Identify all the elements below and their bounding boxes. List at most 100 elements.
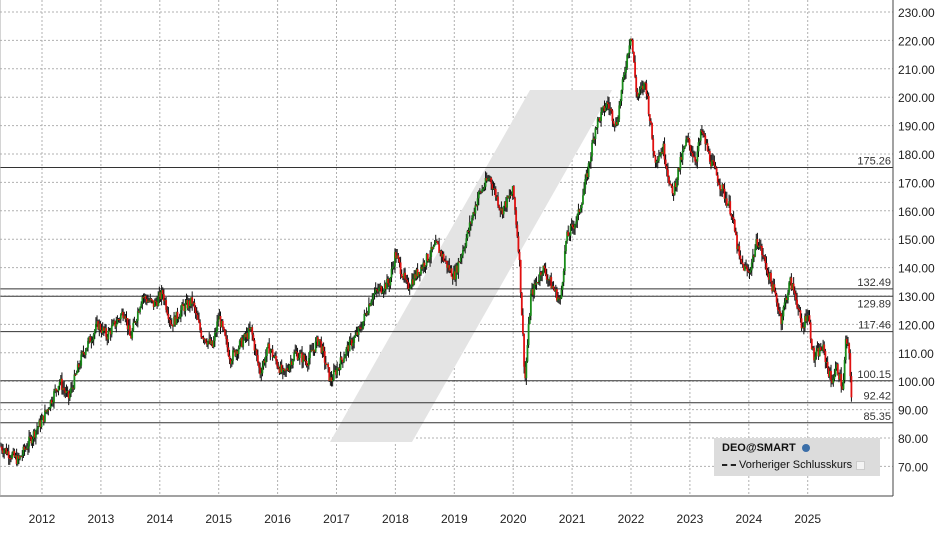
candle-body [387, 278, 390, 284]
candle-body [477, 191, 480, 199]
candle-body [744, 265, 746, 271]
candle-body [518, 251, 521, 260]
candle-body [303, 354, 306, 360]
candle-body [198, 319, 200, 323]
candle-body [107, 330, 110, 340]
candle-body [343, 358, 345, 363]
candle-body [437, 241, 439, 245]
candle-body [550, 276, 553, 289]
candle-body [767, 273, 770, 280]
candle-body [81, 351, 84, 355]
candle-body [682, 147, 685, 151]
candle-body [138, 311, 140, 313]
candle-body [771, 281, 774, 292]
candle-body [219, 316, 222, 328]
candle-body [175, 311, 178, 325]
candle-body [559, 298, 562, 300]
candle-body [101, 327, 104, 333]
candle-body [659, 155, 661, 157]
checkbox-icon[interactable] [856, 460, 866, 470]
candle-body [22, 446, 25, 455]
candle-body [507, 196, 510, 198]
candle-body [208, 338, 211, 342]
candle-body [663, 143, 666, 160]
candle-body [294, 351, 297, 354]
candle-body [685, 139, 687, 146]
candle-body [713, 161, 716, 166]
candle-body [606, 102, 609, 105]
candle-body [48, 408, 51, 410]
candle-body [164, 300, 166, 302]
candle-body [729, 201, 732, 215]
candle-body [817, 348, 820, 357]
candle-body [734, 231, 737, 235]
candle-body [328, 367, 331, 381]
candle-body [92, 334, 95, 341]
candle-body [784, 297, 787, 303]
candle-body [284, 369, 286, 371]
candle-body [737, 246, 740, 250]
candle-body [293, 353, 296, 361]
candle-body [4, 448, 7, 451]
candle-body [411, 279, 413, 287]
candle-body [147, 300, 149, 303]
candle-body [478, 191, 481, 193]
candle-body [464, 246, 467, 249]
candle-body [0, 446, 2, 448]
candle-body [224, 329, 226, 336]
candle-body [71, 387, 74, 389]
candle-body [40, 419, 43, 428]
candle-body [338, 367, 341, 370]
candle-body [233, 350, 236, 352]
candle-body [457, 261, 460, 273]
x-tick-label: 2025 [794, 512, 821, 526]
candle-body [796, 299, 798, 308]
candle-body [783, 302, 786, 308]
candle-body [608, 104, 610, 109]
candle-body [42, 415, 45, 422]
y-tick-label: 90.00 [898, 404, 928, 418]
candle-body [535, 282, 538, 285]
candle-body [563, 251, 566, 271]
candle-body [240, 338, 242, 341]
candle-body [430, 247, 433, 257]
candle-body [412, 279, 414, 285]
candle-body [549, 276, 552, 281]
candle-body [152, 300, 155, 307]
candle-body [831, 380, 834, 384]
y-tick-label: 210.00 [898, 63, 935, 77]
candle-body [243, 334, 246, 340]
candle-body [295, 351, 298, 353]
candle-body [406, 280, 409, 283]
candle-body [287, 369, 290, 371]
candle-body [636, 91, 639, 97]
candle-body [471, 218, 473, 224]
candle-body [571, 224, 574, 228]
candle-body [724, 198, 727, 200]
candle-body [473, 212, 476, 214]
candle-body [524, 366, 527, 379]
candle-body [156, 301, 158, 306]
candle-body [493, 188, 496, 190]
candle-body [199, 322, 202, 331]
candle-body [85, 347, 88, 351]
candle-body [88, 336, 91, 341]
candle-body [515, 210, 518, 225]
candle-body [476, 198, 479, 206]
candle-body [843, 359, 846, 380]
candle-body [415, 269, 418, 279]
candle-body [168, 318, 171, 321]
y-tick-label: 120.00 [898, 318, 935, 332]
globe-icon[interactable] [801, 444, 810, 453]
candle-body [102, 327, 105, 332]
candle-body [396, 255, 399, 259]
candle-body [250, 327, 252, 330]
candle-body [306, 365, 309, 367]
candle-body [580, 204, 583, 209]
candle-body [637, 94, 640, 97]
candle-body [501, 208, 504, 215]
candle-body [234, 350, 237, 356]
candle-body [678, 168, 681, 170]
candle-body [766, 270, 769, 274]
